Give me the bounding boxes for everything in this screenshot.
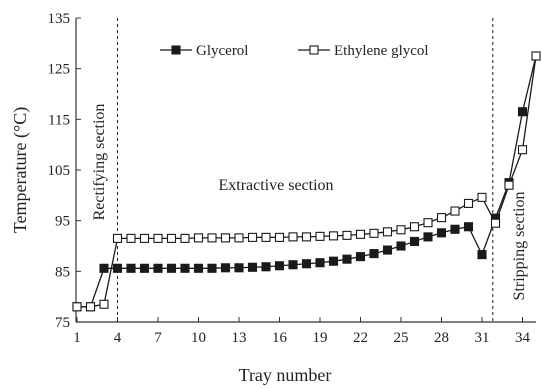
x-axis-label: Tray number [239,365,332,385]
series-1-point-27 [423,232,433,242]
series-2-point-2 [85,302,96,312]
series-1-point-18 [301,259,312,269]
series-2-point-33 [504,180,514,190]
legend-label-2: Ethylene glycol [334,43,429,59]
series-1-point-5 [126,263,136,273]
series-2-point-1 [72,302,82,312]
series-2-point-10 [193,233,204,243]
series-2-point-7 [153,233,163,243]
stripping-section-label: Stripping section [511,192,528,301]
series-1-point-7 [153,263,163,273]
series-2-point-15 [261,232,271,242]
series-1-point-9 [180,263,190,273]
series-2-point-35 [531,51,541,61]
series-2-point-4 [112,233,123,243]
series-2-point-28 [436,213,447,223]
x-tick-label-1: 1 [73,330,81,346]
legend: Glycerol Ethylene glycol [160,43,429,59]
series-1-point-29 [450,224,460,234]
y-tick-label-75: 75 [55,315,70,331]
series-2-point-30 [463,198,474,208]
series-1-point-15 [261,262,271,272]
x-tick-label-28: 28 [434,330,449,346]
series-1-point-23 [369,249,379,259]
series-2-point-26 [409,222,420,232]
series-1-point-30 [463,222,474,232]
series-1-point-17 [288,260,298,270]
x-tick-label-13: 13 [232,330,247,346]
series-2-point-16 [274,232,285,242]
series-2-point-20 [328,231,339,241]
series-1-point-10 [193,263,204,273]
series-1-point-24 [382,245,393,255]
x-tick-label-19: 19 [313,330,328,346]
y-tick-label-105: 105 [48,163,71,179]
legend-marker-2 [309,45,319,55]
y-tick-label-135: 135 [48,11,71,27]
legend-marker-1 [171,45,181,55]
series-2-point-9 [180,233,190,243]
series-1-point-34 [517,107,528,117]
series-1-point-19 [315,258,325,268]
series-1-point-22 [355,252,366,262]
series-group [72,51,541,312]
series-1-point-16 [274,261,285,271]
legend-label-1: Glycerol [196,43,248,59]
series-2-point-22 [355,229,366,239]
series-1-point-21 [342,254,352,264]
series-2-point-32 [490,218,501,228]
series-1-point-8 [166,263,177,273]
series-2-point-14 [247,232,258,242]
series-2-point-21 [342,230,352,240]
series-2-point-29 [450,206,460,216]
series-2-point-25 [396,225,406,235]
series-2-point-6 [139,233,150,243]
series-1-point-6 [139,263,150,273]
x-tick-label-7: 7 [154,330,162,346]
series-1-point-26 [409,236,420,246]
x-tick-label-10: 10 [191,330,206,346]
series-2-point-18 [301,232,312,242]
series-1-point-25 [396,241,406,251]
x-tick-label-34: 34 [515,330,531,346]
y-axis-label: Temperature (°C) [10,107,31,233]
series-2-point-13 [234,233,244,243]
series-2-point-19 [315,231,325,241]
series-2-point-12 [220,233,231,243]
y-tick-label-85: 85 [55,264,70,280]
series-2-point-34 [517,145,528,155]
series-2-point-3 [99,299,109,309]
rectifying-section-label: Rectifying section [91,104,108,221]
series-1-point-28 [436,228,447,238]
y-tick-label-125: 125 [48,62,71,78]
series-2-point-23 [369,228,379,238]
series-2-point-31 [477,192,487,202]
series-2-point-5 [126,233,136,243]
x-tick-label-4: 4 [114,330,122,346]
section-dividers [117,18,494,322]
series-1-point-20 [328,256,339,266]
series-1-point-4 [112,263,123,273]
extractive-section-label: Extractive section [218,177,333,194]
x-tick-label-22: 22 [353,330,368,346]
x-tick-label-31: 31 [475,330,490,346]
series-1-point-14 [247,262,258,272]
y-tick-label-115: 115 [48,112,70,128]
x-tick-label-25: 25 [394,330,409,346]
y-tick-label-95: 95 [55,214,70,230]
series-1-point-31 [477,250,487,260]
series-2-point-8 [166,233,177,243]
series-1-point-3 [99,263,109,273]
series-2-point-24 [382,227,393,237]
series-2-point-27 [423,218,433,228]
x-tick-label-16: 16 [272,330,288,346]
series-1-point-13 [234,263,244,273]
series-1-point-12 [220,263,231,273]
axes: 75 85 95 105 115 125 135 1 4 7 10 13 16 19 22 25 28 31 34 [48,11,536,346]
series-1-point-11 [207,263,217,273]
series-2-point-17 [288,232,298,242]
series-2-point-11 [207,233,217,243]
